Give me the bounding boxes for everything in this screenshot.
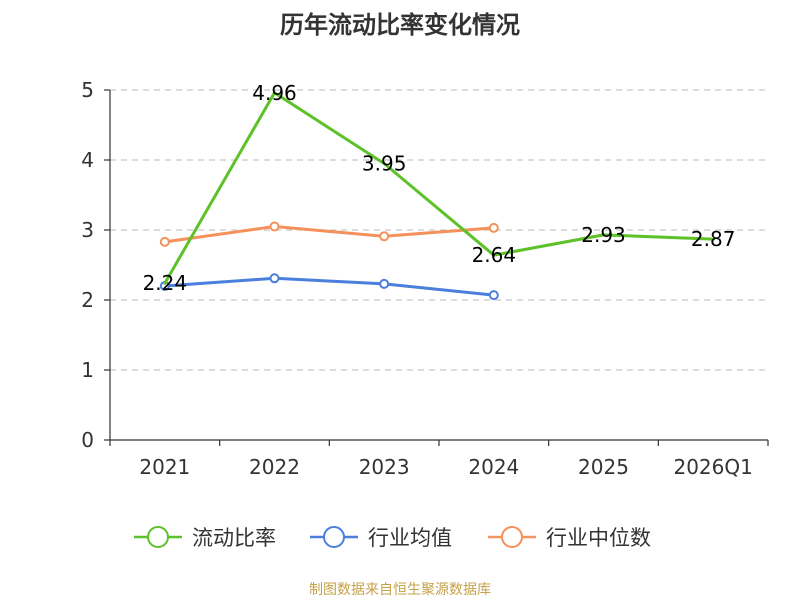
series-line (163, 225, 496, 244)
x-tick-label: 2023 (359, 455, 410, 479)
legend-label: 行业均值 (368, 526, 452, 550)
legend-marker (147, 526, 169, 548)
data-point (269, 273, 280, 284)
data-point (379, 278, 390, 289)
y-axis-ticks: 0 1 2 3 4 5 (81, 78, 110, 452)
data-point (269, 221, 280, 232)
legend-item[interactable]: 行业中位数 (488, 526, 651, 550)
y-tick-label: 1 (81, 358, 94, 382)
legend-item[interactable]: 行业均值 (310, 526, 452, 550)
data-labels: 2.24 4.96 3.95 2.64 2.93 2.87 (143, 81, 736, 295)
axes (109, 90, 768, 441)
x-axis-ticks: 2021 2022 2023 2024 2025 2026Q1 (109, 440, 769, 479)
y-tick-label: 5 (81, 78, 94, 102)
y-tick-label: 4 (81, 148, 94, 172)
data-point (488, 222, 499, 233)
legend-item[interactable]: 流动比率 (134, 526, 276, 550)
data-label: 2.24 (143, 271, 188, 295)
x-tick-label: 2025 (578, 455, 629, 479)
data-point (159, 236, 170, 247)
grid-lines (110, 89, 768, 371)
data-label: 2.64 (472, 243, 517, 267)
legend-label: 流动比率 (192, 526, 276, 550)
y-tick-label: 3 (81, 218, 94, 242)
data-point (488, 290, 499, 301)
series-line (163, 276, 496, 297)
x-tick-label: 2026Q1 (673, 455, 752, 479)
x-tick-label: 2024 (468, 455, 519, 479)
legend-marker (323, 526, 345, 548)
data-label: 3.95 (362, 152, 407, 176)
data-point (379, 231, 390, 242)
source-note: 制图数据来自恒生聚源数据库 (309, 582, 491, 598)
series-lines (159, 91, 715, 301)
legend-marker (501, 526, 523, 548)
y-tick-label: 0 (81, 428, 94, 452)
data-label: 2.87 (691, 227, 736, 251)
data-label: 2.93 (581, 223, 626, 247)
data-label: 4.96 (252, 81, 297, 105)
series-line (163, 91, 715, 285)
x-tick-label: 2022 (249, 455, 300, 479)
y-tick-label: 2 (81, 288, 94, 312)
legend[interactable]: 流动比率 行业均值 行业中位数 (134, 526, 651, 550)
chart-title: 历年流动比率变化情况 (280, 11, 520, 39)
legend-label: 行业中位数 (546, 526, 651, 550)
x-tick-label: 2021 (139, 455, 190, 479)
